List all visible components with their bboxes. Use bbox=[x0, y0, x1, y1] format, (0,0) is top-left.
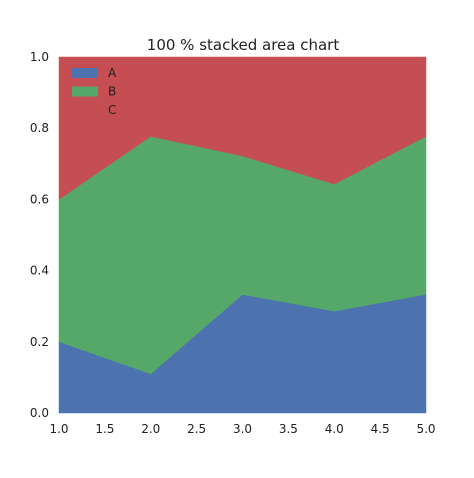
x-tick-label: 4.0 bbox=[325, 422, 344, 436]
chart-title: 100 % stacked area chart bbox=[147, 36, 340, 54]
legend-label-c: C bbox=[108, 103, 116, 117]
areas-layer bbox=[58, 56, 427, 414]
x-tick-label: 3.0 bbox=[233, 422, 252, 436]
x-tick-label: 2.5 bbox=[187, 422, 206, 436]
y-tick-label: 0.4 bbox=[30, 264, 49, 278]
x-tick-label: 5.0 bbox=[416, 422, 435, 436]
area-series-c bbox=[58, 56, 427, 200]
x-tick-label: 3.5 bbox=[279, 422, 298, 436]
y-tick-label: 0.6 bbox=[30, 192, 49, 206]
x-tick-label: 1.5 bbox=[95, 422, 114, 436]
legend-label-b: B bbox=[108, 85, 116, 99]
legend: ABC bbox=[72, 66, 117, 117]
y-tick-label: 0.8 bbox=[30, 121, 49, 135]
x-tick-label: 1.0 bbox=[49, 422, 68, 436]
y-tick-label: 0.2 bbox=[30, 335, 49, 349]
legend-label-a: A bbox=[108, 66, 117, 80]
y-tick-label: 1.0 bbox=[30, 50, 49, 64]
legend-swatch-a bbox=[72, 68, 98, 78]
legend-swatch-b bbox=[72, 86, 98, 97]
y-tick-label: 0.0 bbox=[30, 406, 49, 420]
y-axis-ticks: 0.0 0.2 0.4 0.6 0.8 1.0 bbox=[30, 50, 49, 420]
x-tick-label: 2.0 bbox=[141, 422, 160, 436]
x-axis-ticks: 1.0 1.5 2.0 2.5 3.0 3.5 4.0 4.5 5.0 bbox=[49, 422, 435, 436]
x-tick-label: 4.5 bbox=[371, 422, 390, 436]
